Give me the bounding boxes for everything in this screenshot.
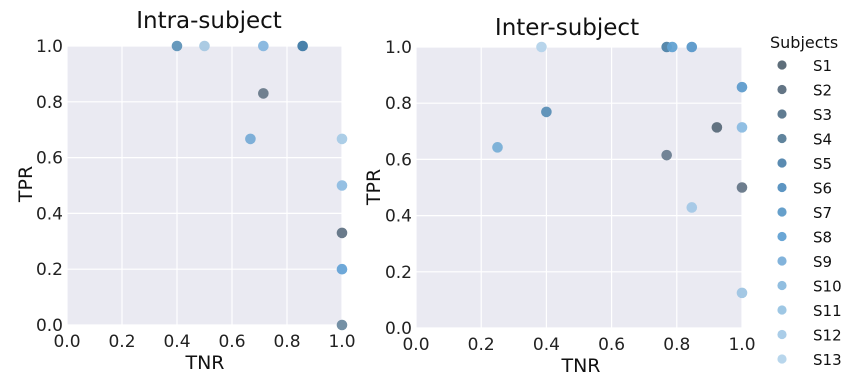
legend-marker xyxy=(777,158,787,168)
legend-label: S5 xyxy=(813,155,832,173)
intra-data-point xyxy=(336,180,348,191)
intra-data-point xyxy=(336,133,348,145)
inter-x-tick-label: 0.2 xyxy=(468,335,495,355)
inter-x-tick-label: 1.0 xyxy=(728,335,755,355)
legend-marker xyxy=(777,256,787,266)
inter-data-point xyxy=(736,122,748,133)
legend-marker xyxy=(777,207,787,217)
inter-data-point xyxy=(666,41,678,53)
intra-data-point xyxy=(336,319,348,331)
legend-marker xyxy=(777,329,787,340)
legend-label: S2 xyxy=(813,82,832,100)
inter-subject-panel: 0.0 0.2 0.4 0.6 0.8 1.0 0.0 0.2 0.4 0.6 0.8 1.0 In… xyxy=(363,15,756,376)
intra-y-axis-label: TPR xyxy=(15,166,37,203)
intra-x-tick-label: 0.4 xyxy=(163,332,190,352)
intra-y-tick-label: 0.8 xyxy=(36,93,63,113)
inter-y-tick-label: 0.0 xyxy=(385,319,412,339)
inter-y-axis-label: TPR xyxy=(363,169,385,206)
intra-x-tick-label: 0.6 xyxy=(218,332,245,352)
inter-data-point xyxy=(736,81,748,93)
inter-x-axis-label: TNR xyxy=(560,355,600,376)
legend-marker xyxy=(777,182,787,193)
intra-data-point xyxy=(336,263,348,275)
inter-data-point xyxy=(711,122,723,133)
intra-y-tick-label: 0.4 xyxy=(36,204,63,224)
inter-data-point xyxy=(492,142,503,153)
intra-x-tick-label: 0.2 xyxy=(108,332,135,352)
intra-y-tick-label: 0.0 xyxy=(36,316,63,336)
intra-data-point xyxy=(336,227,348,239)
intra-data-point xyxy=(199,40,210,52)
intra-data-point xyxy=(245,133,256,145)
legend-label: S10 xyxy=(813,278,842,296)
inter-data-point xyxy=(736,182,748,193)
intra-title: Intra-subject xyxy=(136,8,282,34)
inter-y-tick-label: 0.6 xyxy=(385,150,412,170)
inter-y-tick-label: 1.0 xyxy=(385,38,412,58)
intra-y-ticks: 0.0 0.2 0.4 0.6 0.8 1.0 xyxy=(36,37,63,336)
intra-x-tick-label: 0.8 xyxy=(273,332,300,352)
intra-data-point xyxy=(258,40,269,52)
legend-label: S8 xyxy=(813,229,832,247)
legend-label: S7 xyxy=(813,204,832,222)
intra-data-point xyxy=(171,40,183,52)
legend-marker xyxy=(777,84,787,95)
inter-x-tick-label: 0.0 xyxy=(402,335,429,355)
intra-y-tick-label: 0.2 xyxy=(36,260,63,280)
intra-data-point xyxy=(258,88,269,99)
legend-label: S6 xyxy=(813,180,832,198)
legend-marker xyxy=(777,231,787,242)
inter-data-point xyxy=(686,202,698,213)
legend-label: S3 xyxy=(813,106,832,124)
intra-points xyxy=(171,40,348,331)
inter-y-tick-label: 0.2 xyxy=(385,263,412,283)
inter-data-point xyxy=(686,41,698,53)
legend-marker xyxy=(777,109,787,119)
intra-x-tick-label: 1.0 xyxy=(328,332,355,352)
intra-x-ticks: 0.0 0.2 0.4 0.6 0.8 1.0 xyxy=(53,332,355,352)
legend-label: S1 xyxy=(813,57,832,75)
legend-title: Subjects xyxy=(770,33,838,52)
inter-y-tick-label: 0.8 xyxy=(385,94,412,114)
inter-data-point xyxy=(661,149,672,161)
inter-data-point xyxy=(736,287,748,299)
legend-marker xyxy=(777,280,787,291)
legend-marker xyxy=(777,354,787,364)
legend-marker xyxy=(777,60,787,70)
inter-points xyxy=(492,41,748,299)
legend-label: S12 xyxy=(813,327,842,345)
intra-x-axis-label: TNR xyxy=(184,352,224,374)
inter-data-point xyxy=(536,41,547,53)
legend: Subjects S1 S2 S3 S4 S5 S6 S7 S8 S9 S10 S11 S12 S13 xyxy=(770,33,842,369)
intra-x-tick-label: 0.0 xyxy=(53,332,80,352)
legend-label: S4 xyxy=(813,131,832,149)
legend-label: S13 xyxy=(813,351,842,369)
inter-x-tick-label: 0.6 xyxy=(598,335,625,355)
legend-label: S9 xyxy=(813,253,832,271)
intra-plot-area xyxy=(67,46,342,325)
inter-x-tick-label: 0.8 xyxy=(663,335,690,355)
inter-x-tick-label: 0.4 xyxy=(533,335,560,355)
inter-data-point xyxy=(541,106,552,118)
inter-y-ticks: 0.0 0.2 0.4 0.6 0.8 1.0 xyxy=(385,38,412,339)
inter-grid xyxy=(415,46,743,329)
inter-title: Inter-subject xyxy=(495,15,639,41)
legend-items: S1 S2 S3 S4 S5 S6 S7 S8 S9 S10 S11 S12 S13 xyxy=(777,57,842,369)
legend-marker xyxy=(777,305,787,315)
inter-plot-area xyxy=(416,47,742,328)
intra-data-point xyxy=(297,40,308,52)
inter-y-tick-label: 0.4 xyxy=(385,207,412,227)
legend-marker xyxy=(777,133,787,144)
intra-y-tick-label: 0.6 xyxy=(36,149,63,169)
intra-subject-panel: 0.0 0.2 0.4 0.6 0.8 1.0 0.0 0.2 0.4 0.6 0.8 1.0 In… xyxy=(15,8,356,374)
intra-y-tick-label: 1.0 xyxy=(36,37,63,57)
inter-x-ticks: 0.0 0.2 0.4 0.6 0.8 1.0 xyxy=(402,335,755,355)
legend-label: S11 xyxy=(813,302,842,320)
